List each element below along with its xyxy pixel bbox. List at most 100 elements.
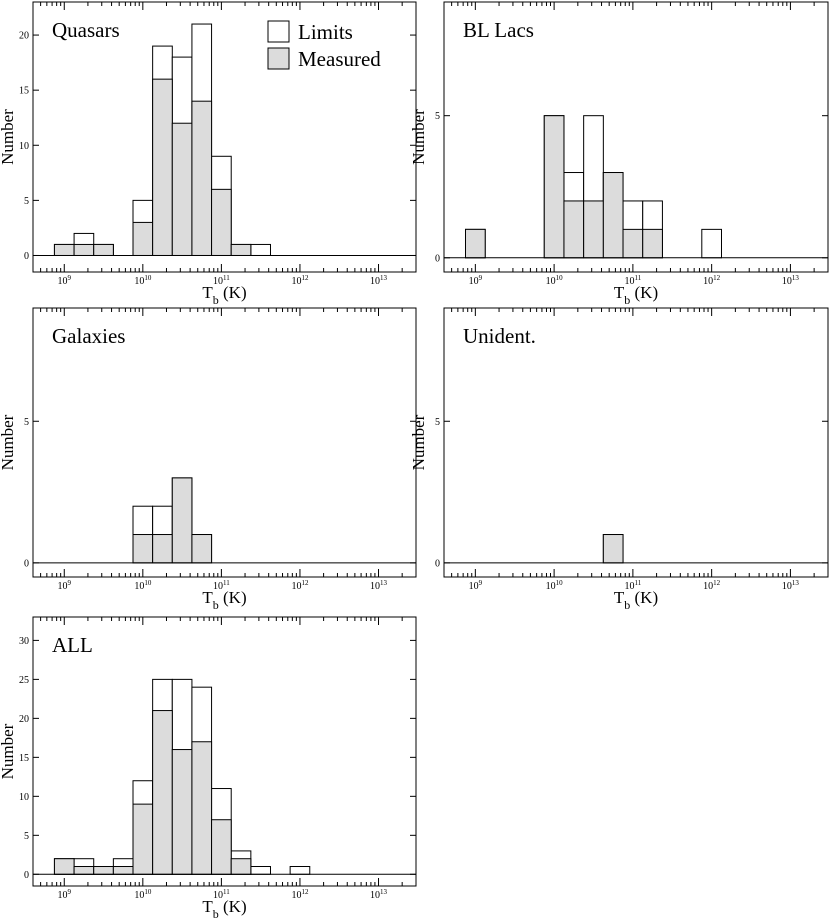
limits-bar [250, 866, 271, 875]
chart-panel-4: 0 5 109 1010 1011 1012 1013 Tb (K) Number Unident… [409, 307, 829, 612]
x-axis-label: Tb (K) [614, 588, 658, 612]
x-tick-label: 1010 [134, 579, 152, 592]
plot-frame [32, 307, 417, 578]
y-tick-label: 0 [24, 870, 29, 881]
y-axis-label: Number [0, 109, 17, 165]
y-tick-label: 20 [19, 714, 29, 725]
x-tick-label: 109 [58, 888, 72, 901]
measured-bar [464, 228, 486, 259]
legend-label-measured: Measured [298, 47, 381, 71]
legend-label-limits: Limits [298, 20, 353, 44]
x-tick-label: 1011 [213, 274, 230, 287]
measured-bar [602, 172, 624, 259]
x-axis-label: Tb (K) [202, 897, 246, 921]
y-tick-label: 5 [24, 196, 29, 207]
y-axis-label: Number [409, 414, 428, 470]
x-tick-label: 1011 [213, 579, 230, 592]
measured-bar [73, 243, 95, 256]
x-tick-label: 1010 [134, 274, 152, 287]
x-tick-label: 1011 [213, 888, 230, 901]
panel-title: BL Lacs [463, 18, 534, 42]
x-tick-label: 1013 [782, 274, 800, 287]
measured-bar [152, 710, 173, 875]
measured-bar [602, 534, 624, 564]
y-tick-label: 0 [24, 558, 29, 569]
y-tick-label: 0 [435, 558, 440, 569]
measured-bar [112, 866, 134, 875]
x-tick-label: 1013 [370, 888, 388, 901]
y-tick-label: 15 [19, 86, 29, 97]
panel-title: Quasars [52, 18, 120, 42]
x-tick-label: 109 [469, 579, 483, 592]
x-tick-label: 1012 [291, 888, 309, 901]
measured-bar [93, 866, 114, 875]
measured-bar [171, 122, 193, 256]
panel-title: Unident. [463, 324, 536, 348]
limits-bar [250, 243, 271, 256]
measured-bar [152, 78, 173, 256]
x-tick-label: 1010 [546, 274, 564, 287]
measured-bar [211, 188, 232, 256]
y-tick-label: 0 [24, 251, 29, 262]
chart-panel-5: 0 5 10 15 20 25 30 109 1010 1011 1012 1013 Tb (K) Num… [0, 616, 417, 921]
x-tick-label: 1010 [546, 579, 564, 592]
plot-frame [443, 307, 829, 578]
measured-bar [230, 858, 252, 875]
x-axis-label: Tb (K) [202, 588, 246, 612]
measured-bar [543, 115, 565, 259]
measured-bar [73, 866, 95, 875]
y-axis-label: Number [0, 723, 17, 779]
x-tick-label: 1013 [782, 579, 800, 592]
x-tick-label: 1011 [625, 579, 642, 592]
measured-bar [53, 858, 75, 875]
y-tick-label: 5 [24, 417, 29, 428]
measured-bar [622, 228, 644, 259]
x-tick-label: 1011 [625, 274, 642, 287]
measured-bar [191, 741, 213, 875]
panel-title: Galaxies [52, 324, 125, 348]
x-tick-label: 1013 [370, 274, 388, 287]
plot-frame [443, 1, 829, 273]
chart-panel-2: 0 5 109 1010 1011 1012 1013 Tb (K) Number BL Lacs [409, 1, 829, 307]
x-tick-label: 109 [469, 274, 483, 287]
y-tick-label: 20 [19, 31, 29, 42]
y-tick-label: 10 [19, 141, 29, 152]
measured-bar [132, 534, 154, 564]
legend-swatch-measured [267, 47, 290, 70]
x-tick-label: 1012 [703, 274, 721, 287]
x-tick-label: 109 [58, 274, 72, 287]
x-tick-label: 109 [58, 579, 72, 592]
measured-bar [191, 534, 213, 564]
plot-frame [32, 1, 417, 273]
measured-bar [53, 243, 75, 256]
measured-bar [230, 243, 252, 256]
x-tick-label: 1012 [291, 274, 309, 287]
measured-bar [583, 200, 604, 259]
chart-panel-3: 0 5 109 1010 1011 1012 1013 Tb (K) Number Galaxie… [0, 307, 417, 612]
measured-bar [642, 228, 663, 259]
measured-bar [191, 100, 213, 256]
measured-bar [211, 819, 232, 875]
x-tick-label: 1012 [291, 579, 309, 592]
measured-bar [132, 221, 154, 256]
measured-bar [132, 803, 154, 875]
y-tick-label: 0 [435, 253, 440, 264]
x-tick-label: 1013 [370, 579, 388, 592]
measured-bar [93, 243, 114, 256]
panel-title: ALL [52, 633, 93, 657]
measured-bar [563, 200, 585, 259]
chart-panel-1: 0 5 10 15 20 109 1010 1011 1012 1013 Tb (K) Number Q… [0, 1, 417, 307]
limits-bar [701, 228, 722, 259]
y-tick-label: 15 [19, 753, 29, 764]
plot-frame [32, 616, 417, 887]
y-tick-label: 25 [19, 675, 29, 686]
y-axis-label: Number [409, 109, 428, 165]
y-tick-label: 5 [435, 111, 440, 122]
y-tick-label: 5 [24, 831, 29, 842]
y-axis-label: Number [0, 414, 17, 470]
y-tick-label: 30 [19, 636, 29, 647]
limits-bar [289, 866, 311, 875]
x-tick-label: 1010 [134, 888, 152, 901]
x-axis-label: Tb (K) [202, 283, 246, 307]
